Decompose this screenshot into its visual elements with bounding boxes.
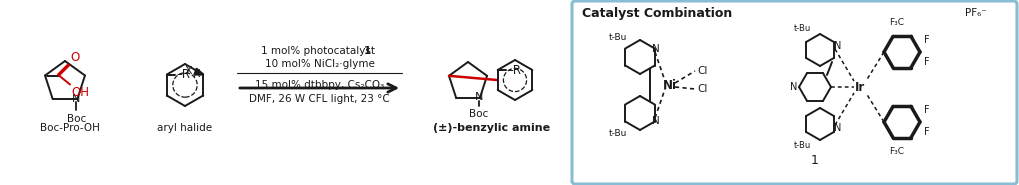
- Text: F: F: [924, 127, 929, 137]
- Text: Boc: Boc: [469, 109, 488, 119]
- Text: N: N: [72, 94, 81, 104]
- Text: t-Bu: t-Bu: [608, 33, 627, 41]
- Text: N: N: [652, 44, 659, 54]
- Text: (±)-benzylic amine: (±)-benzylic amine: [433, 123, 550, 133]
- Polygon shape: [194, 68, 204, 75]
- Text: N: N: [475, 92, 483, 102]
- Text: F: F: [924, 105, 929, 115]
- Text: Boc: Boc: [66, 114, 86, 124]
- Text: N: N: [790, 82, 797, 92]
- Text: Catalyst Combination: Catalyst Combination: [582, 6, 732, 19]
- Text: O: O: [70, 51, 79, 63]
- Text: F₃C: F₃C: [890, 18, 905, 27]
- Text: t-Bu: t-Bu: [794, 23, 811, 33]
- Text: Ni: Ni: [663, 78, 677, 92]
- Text: –R: –R: [507, 63, 522, 77]
- Text: 1: 1: [364, 46, 371, 56]
- Text: Cl: Cl: [697, 66, 707, 76]
- Text: DMF, 26 W CFL light, 23 °C: DMF, 26 W CFL light, 23 °C: [249, 94, 390, 104]
- Text: F₃C: F₃C: [890, 147, 905, 156]
- Text: PF₆⁻: PF₆⁻: [965, 8, 986, 18]
- Text: X: X: [193, 68, 200, 78]
- FancyBboxPatch shape: [572, 1, 1017, 184]
- Text: X: X: [184, 65, 193, 75]
- Text: 1: 1: [811, 154, 819, 166]
- Text: Ir: Ir: [855, 80, 865, 93]
- Text: N: N: [834, 123, 842, 133]
- Text: F: F: [924, 57, 929, 67]
- Text: Cl: Cl: [697, 84, 707, 94]
- Text: F: F: [924, 35, 929, 45]
- Text: t-Bu: t-Bu: [794, 142, 811, 151]
- Text: aryl halide: aryl halide: [158, 123, 213, 133]
- Text: –R: –R: [177, 68, 191, 81]
- Text: 10 mol% NiCl₂·glyme: 10 mol% NiCl₂·glyme: [265, 59, 374, 69]
- Text: 1 mol% photocatalyst: 1 mol% photocatalyst: [261, 46, 378, 56]
- Text: Boc-Pro-OH: Boc-Pro-OH: [40, 123, 100, 133]
- Text: 15 mol% dtbbpy, Cs₂CO₃: 15 mol% dtbbpy, Cs₂CO₃: [255, 80, 384, 90]
- Text: N: N: [652, 116, 659, 126]
- Text: N: N: [834, 41, 842, 51]
- Text: t-Bu: t-Bu: [608, 129, 627, 137]
- Text: OH: OH: [71, 85, 89, 98]
